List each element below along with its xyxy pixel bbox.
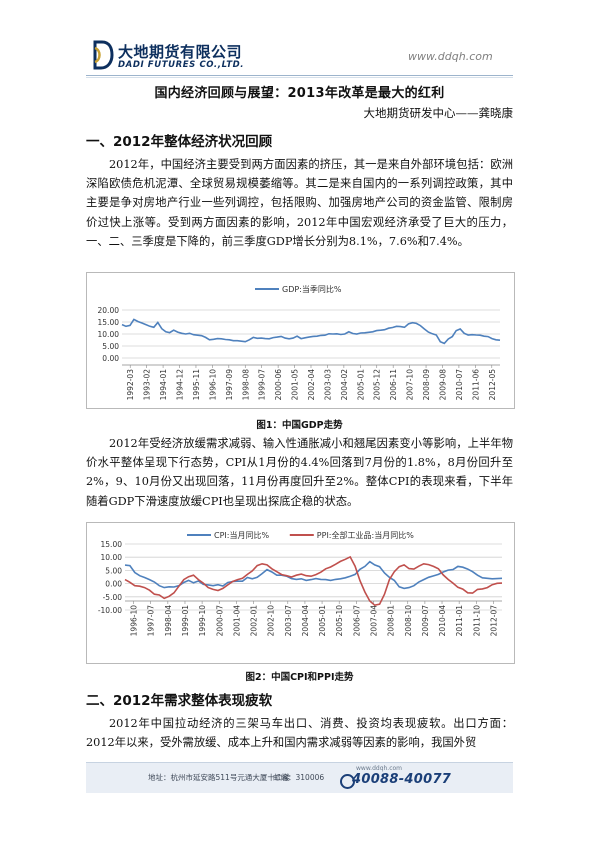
x-tick-label: 2004-02	[340, 369, 349, 401]
gdp-chart: 0.00 5.00 10.00 15.00 20.00 1992-03 1993-02 199…	[86, 272, 515, 409]
brand-name-en: DADI FUTURES CO.,LTD.	[118, 60, 245, 70]
x-tick-label: 1997-09	[225, 369, 234, 401]
page-footer	[86, 762, 513, 793]
x-tick-label: 2002-01	[250, 605, 259, 637]
x-tick-label: 2010-04	[438, 605, 447, 637]
x-tick-label: 1997-07	[147, 605, 156, 637]
company-logo-icon	[92, 40, 114, 70]
x-tick-label: 2002-10	[267, 605, 276, 637]
x-tick-label: 1993-02	[143, 369, 152, 401]
x-tick-label: 2005-10	[335, 605, 344, 637]
footer-website-link[interactable]: www.ddqh.com	[356, 765, 403, 772]
x-tick-label: 1994-01	[159, 369, 168, 401]
x-tick-label: 1995-11	[192, 369, 201, 401]
x-tick-label: 2011-01	[455, 605, 464, 637]
x-tick-label: 1996-10	[208, 369, 217, 401]
legend-label: GDP:当季同比%	[282, 284, 342, 294]
x-tick-label: 2002-04	[307, 369, 316, 401]
y-tick-label: -5.00	[103, 593, 123, 602]
x-tick-label: 2008-01	[387, 605, 396, 637]
x-tick-label: 2005-12	[373, 369, 382, 401]
section-heading-1: 一、2012年整体经济状况回顾	[86, 134, 273, 150]
header-divider	[86, 75, 513, 76]
x-tick-label: 2011-10	[472, 605, 481, 637]
header-divider-secondary	[86, 77, 513, 78]
series-line	[124, 560, 503, 590]
y-tick-label: 10.00	[101, 553, 123, 562]
paragraph-demand: 2012年中国拉动经济的三架马车出口、消费、投资均表现疲软。出口方面：2012年…	[86, 714, 513, 752]
y-tick-label: 5.00	[102, 342, 119, 351]
x-tick-label: 2001-04	[232, 605, 241, 637]
y-tick-label: 15.00	[98, 318, 120, 327]
paragraph-text: 2012年中国拉动经济的三架马车出口、消费、投资均表现疲软。出口方面：2012年…	[86, 717, 513, 750]
x-tick-label: 2006-07	[352, 605, 361, 637]
x-tick-label: 2008-10	[404, 605, 413, 637]
y-tick-label: 10.00	[98, 330, 120, 339]
series-line	[121, 318, 501, 345]
paragraph-text: 2012年受经济放缓需求减弱、输入性通胀减小和翘尾因素变小等影响，上半年物价水平…	[86, 437, 513, 508]
paragraph-cpi: 2012年受经济放缓需求减弱、输入性通胀减小和翘尾因素变小等影响，上半年物价水平…	[86, 434, 513, 511]
footer-address: 地址：杭州市延安路511号元通大厦十二楼	[148, 773, 290, 782]
legend-label: CPI:当月同比%	[214, 530, 269, 540]
y-tick-label: 5.00	[105, 566, 122, 575]
document-title: 国内经济回顾与展望：2013年改革是最大的红利	[154, 86, 445, 101]
x-tick-label: 2009-08	[438, 369, 447, 401]
cpi-ppi-chart-svg: -10.00 -5.00 0.00 5.00 10.00 15.00 1996-10 1997…	[98, 530, 503, 637]
y-tick-label: 0.00	[102, 354, 119, 363]
x-tick-label: 1999-10	[198, 605, 207, 637]
section-heading-2: 二、2012年需求整体表现疲软	[86, 693, 273, 709]
footer-postcode: 邮编：310006	[273, 773, 325, 782]
x-tick-label: 2003-07	[284, 605, 293, 637]
x-tick-label: 1994-12	[176, 369, 185, 401]
x-tick-label: 2012-05	[488, 369, 497, 401]
phone-icon	[340, 774, 355, 789]
y-tick-label: 15.00	[101, 540, 123, 549]
header-website-link[interactable]: www.ddqh.com	[408, 50, 493, 63]
x-tick-label: 2000-06	[274, 369, 283, 401]
x-tick-label: 2008-09	[422, 369, 431, 401]
series-line	[124, 555, 503, 607]
x-tick-label: 2005-01	[356, 369, 365, 401]
x-tick-label: 2000-07	[215, 605, 224, 637]
x-tick-label: 2012-07	[489, 605, 498, 637]
x-tick-label: 2005-01	[318, 605, 327, 637]
x-tick-label: 2009-07	[421, 605, 430, 637]
x-tick-label: 2010-07	[455, 369, 464, 401]
x-tick-label: 2001-05	[291, 369, 300, 401]
document-author: 大地期货研发中心——龚晓康	[363, 106, 514, 120]
brand-name-cn: 大地期货有限公司	[118, 43, 243, 61]
x-tick-label: 1992-03	[126, 369, 135, 401]
y-tick-label: -10.00	[98, 606, 122, 615]
legend-label: PPI:全部工业品:当月同比%	[317, 530, 414, 540]
x-tick-label: 2003-03	[323, 369, 332, 401]
x-tick-label: 2007-10	[406, 369, 415, 401]
figure-caption-2: 图2：中国CPI和PPI走势	[245, 672, 354, 683]
x-tick-label: 2011-06	[471, 369, 480, 401]
y-tick-label: 20.00	[98, 306, 120, 315]
x-tick-label: 2004-04	[301, 605, 310, 637]
paragraph-economy-review: 2012年，中国经济主要受到两方面因素的挤压，其一是来自外部环境包括：欧洲深陷欧…	[86, 155, 513, 251]
footer-hotline: 40088-40077	[352, 772, 452, 787]
x-tick-label: 1998-04	[164, 605, 173, 637]
x-tick-label: 2007-04	[369, 605, 378, 637]
gdp-chart-svg: 0.00 5.00 10.00 15.00 20.00 1992-03 1993-02 199…	[98, 284, 501, 401]
cpi-ppi-chart: -10.00 -5.00 0.00 5.00 10.00 15.00 1996-10 1997…	[86, 522, 515, 664]
figure-caption-1: 图1：中国GDP走势	[256, 420, 343, 431]
x-tick-label: 1999-01	[181, 605, 190, 637]
paragraph-text: 2012年，中国经济主要受到两方面因素的挤压，其一是来自外部环境包括：欧洲深陷欧…	[86, 158, 513, 248]
x-tick-label: 1998-08	[241, 369, 250, 401]
x-tick-label: 2006-11	[389, 369, 398, 401]
x-tick-label: 1999-07	[258, 369, 267, 401]
x-tick-label: 1996-10	[130, 605, 139, 637]
y-tick-label: 0.00	[105, 580, 122, 589]
